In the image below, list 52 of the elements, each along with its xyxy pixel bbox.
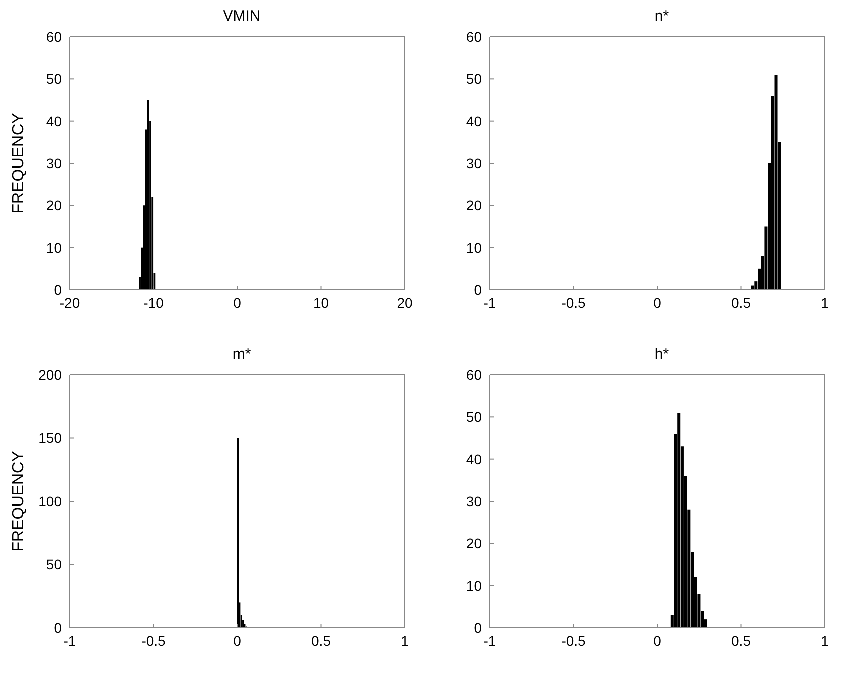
y-tick-label: 0: [474, 282, 482, 298]
y-tick-label: 60: [466, 366, 482, 383]
y-tick-label: 30: [466, 493, 482, 510]
y-tick-label: 0: [54, 620, 62, 636]
x-tick-label: 10: [313, 294, 330, 311]
y-tick-label: 50: [466, 71, 482, 88]
x-tick-label: -20: [60, 294, 80, 311]
x-tick-label: -0.5: [562, 632, 586, 649]
chart-title: m*: [232, 346, 252, 365]
x-tick-label: 0.5: [732, 294, 752, 311]
y-tick-label: 50: [466, 409, 482, 426]
y-tick-label: 40: [46, 113, 62, 130]
y-axis-title: FREQUENCY: [10, 450, 28, 552]
x-tick-label: 0.5: [312, 632, 332, 649]
x-tick-label: 1: [821, 294, 830, 311]
chart-title: h*: [654, 346, 670, 365]
y-tick-label: 20: [466, 536, 482, 552]
y-tick-label: 30: [466, 155, 482, 172]
x-tick-label: 20: [397, 294, 413, 311]
x-tick-label: -10: [144, 294, 164, 311]
y-tick-label: 20: [466, 198, 482, 214]
y-tick-label: 0: [474, 620, 482, 636]
y-tick-label: 150: [38, 430, 62, 446]
x-tick-label: 0.5: [732, 632, 752, 649]
x-tick-label: 1: [821, 632, 830, 649]
chart-title: n*: [654, 8, 670, 27]
x-tick-label: 1: [401, 632, 410, 649]
y-tick-label: 50: [46, 556, 62, 573]
y-tick-label: 40: [466, 113, 482, 130]
x-tick-label: 0: [654, 632, 662, 649]
y-tick-label: 100: [38, 493, 62, 510]
y-tick-label: 0: [54, 282, 62, 298]
y-tick-label: 10: [46, 240, 62, 256]
x-tick-label: 0: [234, 294, 242, 311]
chart-title: VMIN: [222, 8, 262, 27]
x-tick-label: -0.5: [142, 632, 166, 649]
x-tick-label: -1: [64, 632, 76, 649]
x-tick-label: -1: [484, 294, 496, 311]
x-tick-label: 0: [654, 294, 662, 311]
y-tick-label: 60: [466, 28, 482, 45]
x-tick-label: -0.5: [562, 294, 586, 311]
y-tick-label: 50: [46, 71, 62, 88]
y-axis-title: FREQUENCY: [10, 112, 28, 214]
y-tick-label: 10: [466, 240, 482, 256]
y-tick-label: 60: [46, 28, 62, 45]
x-tick-label: -1: [484, 632, 496, 649]
y-tick-label: 20: [46, 198, 62, 214]
y-tick-label: 200: [38, 366, 62, 383]
y-tick-label: 40: [466, 451, 482, 468]
y-tick-label: 30: [46, 155, 62, 172]
x-tick-label: 0: [234, 632, 242, 649]
y-tick-label: 10: [466, 578, 482, 594]
